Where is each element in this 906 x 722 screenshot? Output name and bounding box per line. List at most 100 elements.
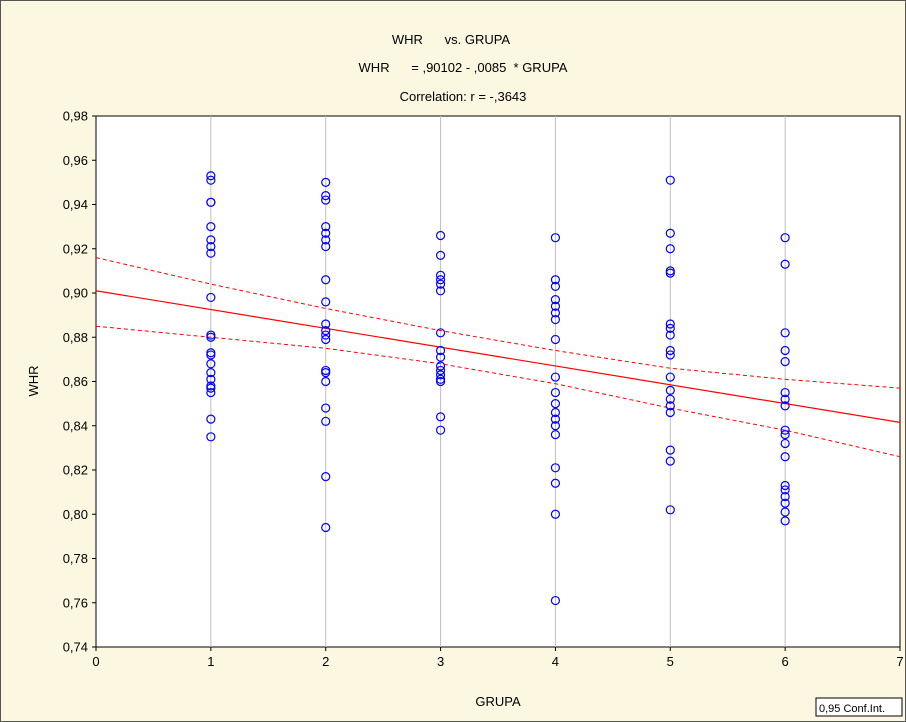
- data-point: [780, 387, 790, 398]
- data-point: [321, 222, 331, 232]
- data-point: [780, 507, 790, 517]
- x-axis-label: GRUPA: [475, 694, 521, 709]
- data-point: [665, 350, 675, 360]
- y-tick-label: 0,90: [63, 286, 88, 301]
- data-point: [206, 241, 216, 252]
- x-tick-label: 4: [552, 654, 559, 669]
- data-point: [550, 509, 561, 519]
- data-point: [435, 365, 446, 376]
- x-tick-label: 7: [896, 654, 903, 669]
- y-axis-label: WHR: [26, 365, 41, 396]
- data-point: [435, 270, 446, 280]
- data-point: [665, 228, 675, 238]
- data-point: [780, 401, 790, 411]
- data-point: [206, 171, 216, 181]
- data-point: [321, 177, 331, 187]
- data-point: [435, 230, 446, 241]
- data-point: [321, 319, 331, 329]
- data-point: [550, 478, 561, 488]
- y-tick-label: 0,94: [63, 197, 88, 212]
- data-point: [321, 228, 331, 238]
- x-tick-label: 3: [437, 654, 444, 669]
- data-point: [550, 233, 561, 243]
- data-point: [321, 522, 331, 533]
- y-tick-label: 0,98: [63, 109, 88, 124]
- data-point: [550, 281, 561, 291]
- data-point: [550, 334, 561, 345]
- data-point: [780, 452, 790, 462]
- data-point: [321, 330, 331, 340]
- data-point: [206, 197, 216, 207]
- data-point: [206, 374, 216, 384]
- data-point: [550, 372, 561, 382]
- data-point: [550, 387, 561, 398]
- data-point: [550, 399, 561, 409]
- data-point: [780, 430, 790, 440]
- data-point: [665, 330, 675, 340]
- data-point: [550, 295, 561, 305]
- data-point: [435, 328, 446, 338]
- data-point: [321, 275, 331, 285]
- data-point: [321, 376, 331, 387]
- data-point: [550, 463, 561, 473]
- x-tick-label: 1: [207, 654, 214, 669]
- data-point: [321, 403, 331, 413]
- data-point: [321, 472, 331, 482]
- data-point: [665, 456, 675, 466]
- data-point: [550, 595, 561, 606]
- data-point: [780, 259, 790, 269]
- data-point: [550, 275, 561, 285]
- y-tick-label: 0,76: [63, 595, 88, 610]
- data-point: [780, 498, 790, 508]
- x-tick-label: 0: [92, 654, 99, 669]
- data-point: [435, 279, 446, 289]
- data-point: [206, 368, 216, 378]
- data-point: [321, 416, 331, 426]
- regression-line: [95, 290, 901, 423]
- plot-area: [95, 115, 901, 648]
- data-point: [780, 394, 790, 404]
- y-tick-label: 0,88: [63, 330, 88, 345]
- conf-band-lower: [95, 325, 901, 458]
- data-point: [321, 297, 331, 307]
- data-point: [206, 387, 216, 398]
- data-point: [321, 195, 331, 205]
- data-point: [780, 438, 790, 449]
- data-point: [206, 350, 216, 360]
- data-point: [435, 286, 446, 296]
- chart-title: WHR vs. GRUPA: [392, 32, 511, 47]
- data-point: [435, 250, 446, 260]
- y-tick-label: 0,74: [63, 640, 88, 655]
- data-point: [665, 394, 675, 404]
- data-point: [550, 414, 561, 424]
- data-point: [206, 175, 216, 185]
- data-point: [206, 359, 216, 369]
- data-point: [550, 421, 561, 431]
- data-point: [780, 328, 790, 338]
- data-point: [665, 407, 675, 418]
- data-point: [321, 368, 331, 378]
- data-point: [780, 233, 790, 243]
- data-point: [435, 361, 446, 371]
- data-point: [665, 175, 675, 185]
- x-tick-label: 5: [667, 654, 674, 669]
- data-point: [780, 425, 790, 435]
- data-point: [206, 332, 216, 342]
- y-tick-label: 0,92: [63, 241, 88, 256]
- data-point: [780, 480, 790, 491]
- data-point: [665, 401, 675, 411]
- data-point: [665, 445, 675, 455]
- data-point: [206, 414, 216, 424]
- data-point: [665, 319, 675, 329]
- data-point: [435, 376, 446, 387]
- data-point: [206, 292, 216, 303]
- y-tick-label: 0,86: [63, 374, 88, 389]
- data-point: [206, 248, 216, 258]
- data-point: [435, 412, 446, 422]
- legend-label: 0,95 Conf.Int.: [819, 703, 885, 715]
- data-point: [550, 430, 561, 440]
- x-tick-label: 6: [782, 654, 789, 669]
- data-point: [780, 345, 790, 356]
- data-point: [435, 345, 446, 356]
